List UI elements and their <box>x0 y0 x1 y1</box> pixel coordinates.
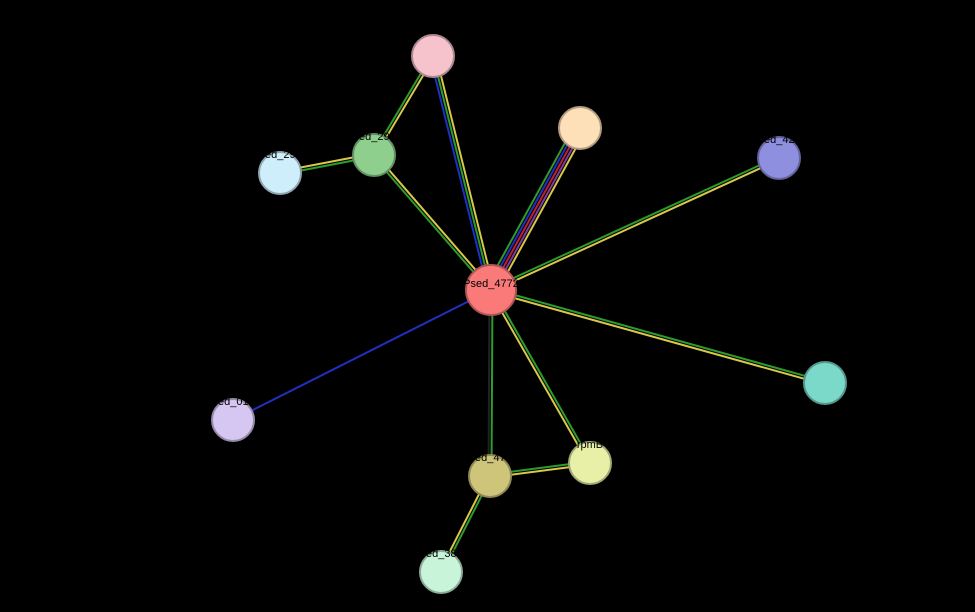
node-psed_1957[interactable] <box>803 361 847 405</box>
edge-psed_4772-psed_4273-yellow <box>492 159 780 291</box>
edge-psed_4772-psed_1961-yellow <box>436 55 494 289</box>
node-psed_4273[interactable] <box>757 136 801 180</box>
node-psed_0173[interactable] <box>211 398 255 442</box>
edge-psed_4772-psed_2008-blue <box>488 127 577 289</box>
node-label-psed_1961: Psed_1961 <box>405 22 461 34</box>
node-psed_2008[interactable] <box>558 106 602 150</box>
node-psed_1961[interactable] <box>411 34 455 78</box>
node-psed_2906[interactable] <box>258 151 302 195</box>
edge-psed_4772-psed_4273-green <box>490 157 778 289</box>
edge-psed_4772-rpmB-yellow <box>490 291 589 464</box>
network-canvas: Psed_4772Psed_1961Psed_2008Psed_2910Psed… <box>0 0 975 612</box>
edge-psed_4772-psed_1957-yellow <box>491 291 825 384</box>
edge-psed_4772-psed_1957-green <box>491 289 825 382</box>
edge-psed_4772-psed_4771-green <box>491 290 492 476</box>
edge-psed_4772-psed_1961-blue <box>430 57 488 291</box>
edge-psed_4772-psed_2008-green <box>486 125 575 287</box>
node-psed_2910[interactable] <box>352 133 396 177</box>
edge-psed_4772-psed_2008-purple <box>494 129 583 291</box>
node-psed_4772[interactable] <box>465 264 517 316</box>
edge-psed_4772-psed_0173-blue <box>233 290 491 420</box>
node-label-psed_1957: Psed_1957 <box>797 349 853 361</box>
edge-psed_4772-rpmB-green <box>492 289 591 462</box>
edge-psed_4772-psed_2008-red <box>491 128 580 290</box>
edge-psed_4772-psed_4771-black <box>489 290 490 476</box>
node-label-psed_2008: Psed_2008 <box>552 94 608 106</box>
node-rpmB[interactable] <box>568 441 612 485</box>
edge-psed_4772-psed_1961-green <box>433 56 491 290</box>
node-psed_4771[interactable] <box>468 454 512 498</box>
node-psed_3818[interactable] <box>419 550 463 594</box>
edge-psed_4772-psed_2008-yellow <box>496 131 585 293</box>
